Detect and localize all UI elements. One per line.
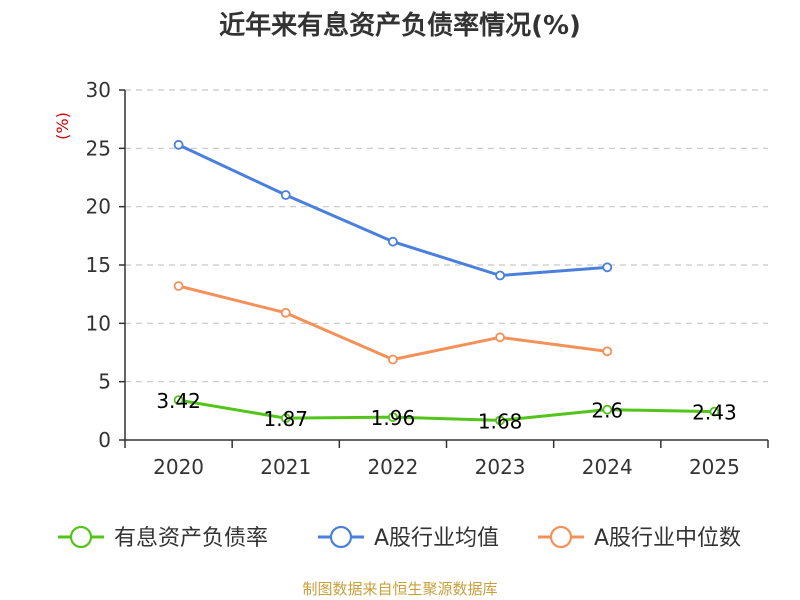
data-point-1[interactable] — [388, 236, 398, 247]
data-point-2[interactable] — [388, 354, 398, 365]
series-line-1 — [177, 143, 608, 277]
legend-swatch-marker — [69, 525, 93, 549]
data-point-1[interactable] — [173, 139, 184, 150]
y-tick-label: 15 — [86, 253, 111, 277]
x-tick-label: 2025 — [689, 455, 740, 479]
data-point-1[interactable] — [280, 190, 291, 200]
y-tick-label: 25 — [86, 136, 111, 160]
y-tick-label: 0 — [98, 428, 111, 452]
y-tick-label: 5 — [98, 370, 111, 394]
data-point-0[interactable] — [280, 413, 291, 424]
x-tick-label: 2021 — [260, 455, 311, 479]
y-tick-label: 20 — [86, 195, 111, 219]
chart-title: 近年来有息资产负债率情况(%) — [219, 10, 581, 41]
y-tick-label: 10 — [86, 311, 111, 335]
data-point-0[interactable] — [709, 406, 720, 417]
data-label: 3.42 — [156, 389, 201, 413]
data-label: 1.68 — [478, 409, 523, 433]
data-label: 2.6 — [591, 399, 623, 423]
legend-swatch-marker — [329, 525, 353, 549]
data-labels: 3.42 1.87 1.96 1.68 2.6 2.43 — [156, 389, 736, 433]
legend-item-2[interactable]: A股行业中位数 — [538, 525, 741, 551]
data-source-note: 制图数据来自恒生聚源数据库 — [302, 580, 497, 598]
y-axis-unit: (%) — [53, 112, 72, 140]
series-line-0 — [178, 398, 715, 422]
data-point-0[interactable] — [495, 415, 505, 426]
data-point-1[interactable] — [495, 270, 505, 281]
data-point-0[interactable] — [173, 395, 184, 406]
data-label: 1.87 — [263, 407, 308, 431]
data-point-2[interactable] — [495, 332, 505, 343]
x-tick-label: 2022 — [367, 455, 418, 479]
legend-item-1[interactable]: A股行业均值 — [318, 525, 499, 551]
data-point-2[interactable] — [280, 307, 291, 318]
x-tick-label: 2020 — [153, 455, 204, 479]
data-point-0[interactable] — [602, 404, 613, 415]
data-point-1[interactable] — [602, 262, 613, 273]
legend-label: A股行业均值 — [374, 526, 499, 551]
y-tick-label: 30 — [86, 78, 111, 102]
data-label: 1.96 — [371, 406, 416, 430]
data-point-2[interactable] — [173, 281, 184, 291]
data-point-0[interactable] — [388, 412, 398, 423]
series-layer — [173, 139, 720, 426]
legend-item-0[interactable]: 有息资产负债率 — [58, 525, 268, 551]
data-label: 2.43 — [692, 401, 737, 425]
x-tick-label: 2024 — [582, 455, 633, 479]
legend[interactable]: 有息资产负债率 A股行业均值 A股行业中位数 — [58, 525, 741, 551]
legend-label: A股行业中位数 — [594, 526, 741, 551]
legend-label: 有息资产负债率 — [114, 526, 268, 551]
x-tick-label: 2023 — [475, 455, 526, 479]
legend-swatch-marker — [549, 525, 573, 549]
grid-lines — [125, 89, 768, 383]
data-point-2[interactable] — [602, 346, 613, 357]
